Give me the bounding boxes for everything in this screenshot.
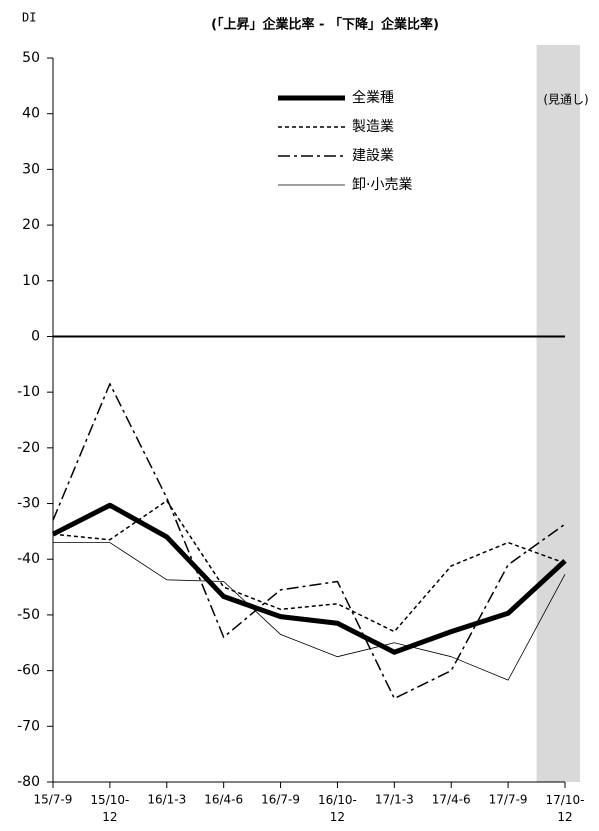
- y-tick-label: -60: [17, 663, 40, 679]
- x-tick-label: 16/7-9: [261, 793, 300, 807]
- y-tick-label: 10: [22, 273, 40, 289]
- series-line: [52, 383, 566, 700]
- y-axis-label: DI: [22, 11, 36, 25]
- y-tick-label: -10: [17, 384, 40, 400]
- chart-title: (「上昇」企業比率 - 「下降」企業比率): [211, 17, 439, 33]
- legend-label: 全業種: [352, 89, 394, 106]
- x-tick-label: 17/10-12: [546, 793, 585, 824]
- y-tick-label: -40: [17, 551, 40, 567]
- legend-label: 製造業: [352, 119, 394, 135]
- y-tick-label: 30: [22, 161, 40, 177]
- legend-label: 卸·小売業: [352, 177, 412, 193]
- forecast-label: (見通し): [543, 93, 588, 107]
- y-tick-label: -30: [17, 496, 40, 512]
- y-tick-label: -80: [17, 774, 40, 790]
- series-line: [53, 542, 566, 681]
- x-tick-label: 17/1-3: [375, 793, 414, 807]
- series-line: [52, 500, 566, 633]
- y-tick-label: -70: [17, 718, 40, 734]
- forecast-band: [536, 45, 580, 782]
- y-tick-label: -50: [17, 607, 40, 623]
- y-tick-label: 20: [22, 217, 40, 233]
- x-tick-label: 17/4-6: [432, 793, 471, 807]
- y-tick-label: -20: [17, 440, 40, 456]
- x-tick-label: 16/1-3: [147, 793, 186, 807]
- x-tick-label: 17/7-9: [489, 793, 528, 807]
- y-tick-label: 0: [31, 328, 40, 344]
- x-tick-label: 16/10-12: [318, 793, 357, 824]
- series-line: [51, 502, 567, 655]
- x-tick-label: 15/10-12: [90, 793, 129, 824]
- x-tick-label: 16/4-6: [204, 793, 243, 807]
- y-tick-label: 40: [22, 106, 40, 122]
- y-tick-label: 50: [22, 50, 40, 66]
- x-tick-label: 15/7-9: [34, 793, 73, 807]
- legend-label: 建設業: [352, 148, 394, 164]
